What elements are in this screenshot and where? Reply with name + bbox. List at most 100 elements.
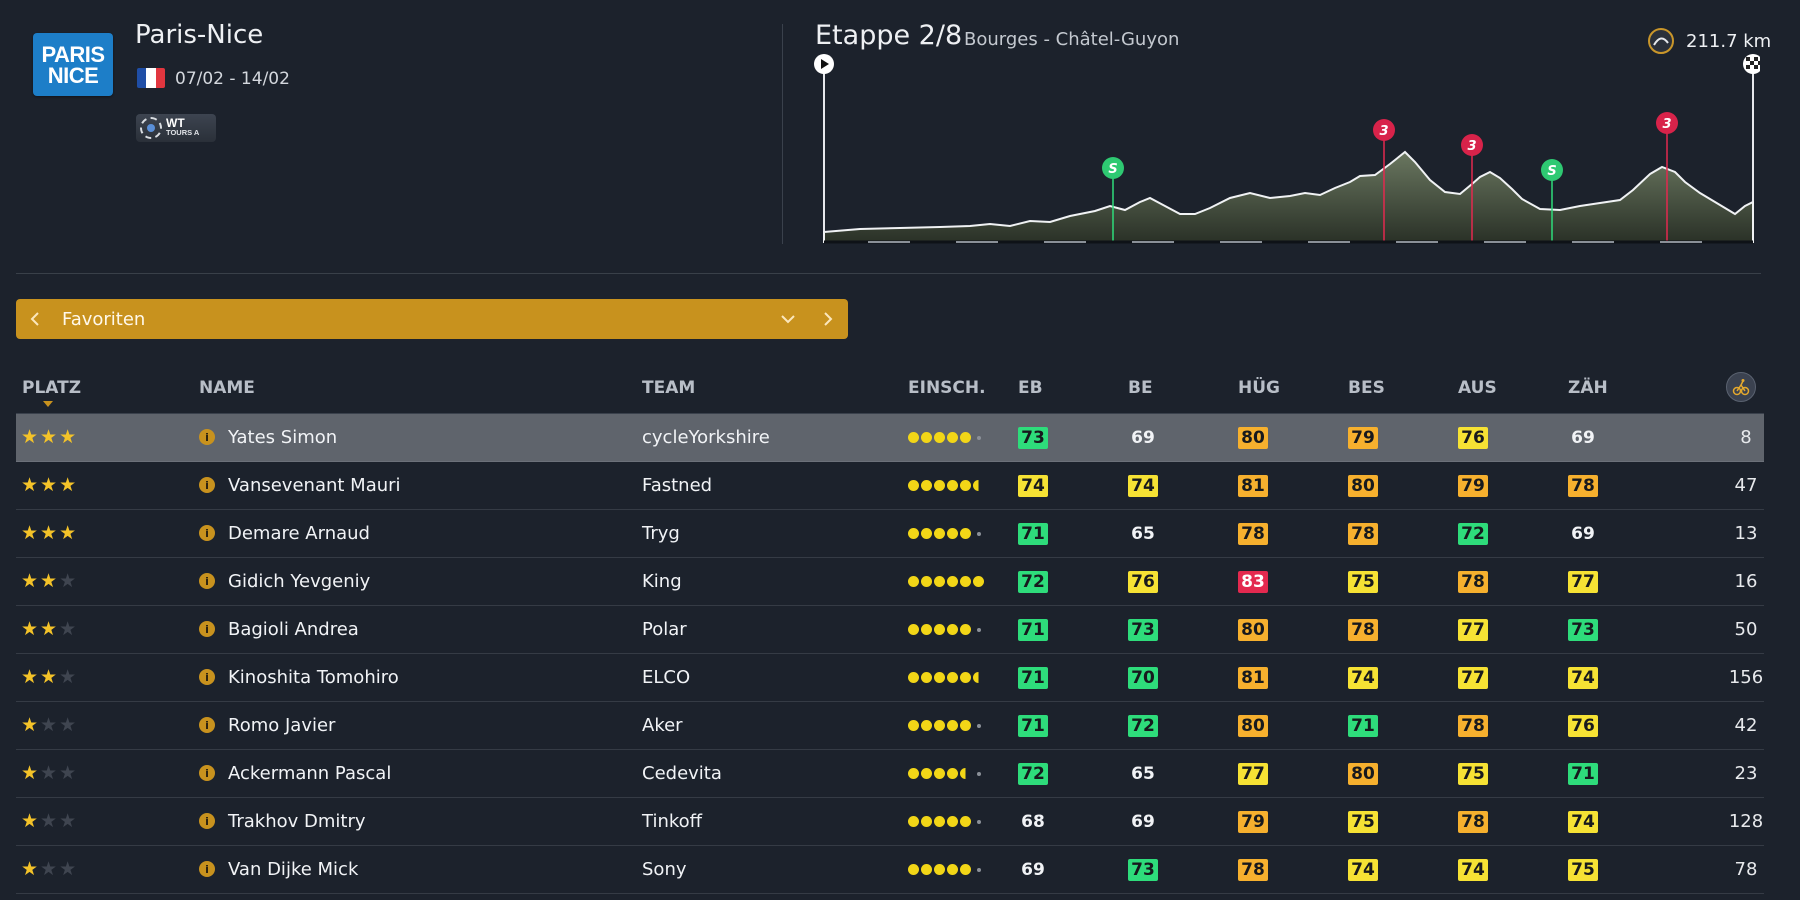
info-icon[interactable]: i: [199, 573, 215, 589]
group-dropdown-button[interactable]: [768, 299, 808, 339]
rider-rank: 47: [1734, 475, 1758, 496]
table-row[interactable]: ★ ★ ★ i Gidich Yevgeniy King 72 76 83 75 78 77 16: [16, 558, 1764, 606]
attribute-be: 65: [1131, 764, 1155, 784]
rating-stars: ★ ★ ★: [21, 798, 76, 845]
rider-name[interactable]: Romo Javier: [228, 715, 336, 736]
table-row[interactable]: ★ ★ ★ i Vansevenant Mauri Fastned 74 74 81 80 79 78…: [16, 462, 1764, 510]
rider-name[interactable]: Kinoshita Tomohiro: [228, 667, 399, 688]
previous-group-button[interactable]: [16, 299, 54, 339]
info-icon[interactable]: i: [199, 525, 215, 541]
rider-group-selector[interactable]: Favoriten: [16, 299, 848, 339]
info-icon[interactable]: i: [199, 813, 215, 829]
table-row[interactable]: ★ ★ ★ i Yates Simon cycleYorkshire 73 69 80 79 76 6…: [16, 414, 1764, 462]
table-row[interactable]: ★ ★ ★ i Romo Javier Aker 71 72 80 71 78 76 42: [16, 702, 1764, 750]
table-row[interactable]: ★ ★ ★ i Bagioli Andrea Polar 71 73 80 78 77 73 50: [16, 606, 1764, 654]
next-group-button[interactable]: [808, 299, 848, 339]
info-icon[interactable]: i: [199, 669, 215, 685]
stage-profile-chart[interactable]: S 3 3 S 3: [800, 50, 1760, 250]
table-row[interactable]: ★ ★ ★ i Ackermann Pascal Cedevita 72 65 77 80 75 71…: [16, 750, 1764, 798]
rating-stars: ★ ★ ★: [21, 654, 76, 701]
info-icon[interactable]: i: [199, 621, 215, 637]
attribute-be: 76: [1128, 571, 1158, 593]
attribute-bes: 71: [1348, 715, 1378, 737]
rider-name[interactable]: Ackermann Pascal: [228, 763, 392, 784]
rider-rank: 16: [1734, 571, 1758, 592]
climb-marker[interactable]: 3: [1373, 119, 1395, 141]
rider-name[interactable]: Gidich Yevgeniy: [228, 571, 371, 592]
elevation-profile: [823, 150, 1754, 243]
attribute-bes: 74: [1348, 667, 1378, 689]
rider-name[interactable]: Bagioli Andrea: [228, 619, 359, 640]
rider-team: Cedevita: [642, 763, 722, 784]
form-dot-icon: [921, 672, 932, 683]
info-icon[interactable]: i: [199, 477, 215, 493]
distance-icon: [1648, 28, 1674, 54]
rider-name[interactable]: Van Dijke Mick: [228, 859, 359, 880]
table-row[interactable]: ★ ★ ★ i Kinoshita Tomohiro ELCO 71 70 81 74 77 74 15…: [16, 654, 1764, 702]
sprint-marker[interactable]: S: [1102, 157, 1124, 179]
rider-name[interactable]: Trakhov Dmitry: [228, 811, 366, 832]
svg-text:3: 3: [1467, 139, 1476, 154]
cyclist-rank-column-icon[interactable]: [1726, 372, 1756, 402]
climb-marker[interactable]: 3: [1461, 134, 1483, 156]
rating-stars: ★ ★ ★: [21, 750, 76, 797]
rider-rank: 128: [1728, 811, 1764, 832]
column-header-zah[interactable]: ZÄH: [1568, 378, 1608, 398]
rider-name[interactable]: Demare Arnaud: [228, 523, 370, 544]
form-rating: [908, 510, 981, 557]
star-icon: ★: [21, 714, 39, 736]
rider-team: Tryg: [642, 523, 680, 544]
column-header-team[interactable]: TEAM: [642, 378, 696, 398]
column-header-eb[interactable]: EB: [1018, 378, 1043, 398]
attribute-aus: 74: [1458, 859, 1488, 881]
form-empty-dot-icon: [977, 819, 981, 824]
info-icon[interactable]: i: [199, 861, 215, 877]
form-rating: [908, 654, 984, 701]
table-row[interactable]: ★ ★ ★ i Van Dijke Mick Sony 69 73 78 74 74 75 78: [16, 846, 1764, 894]
attribute-eb: 74: [1018, 475, 1048, 497]
info-icon[interactable]: i: [199, 717, 215, 733]
column-header-bes[interactable]: BES: [1348, 378, 1385, 398]
attribute-aus: 78: [1458, 811, 1488, 833]
selector-label[interactable]: Favoriten: [62, 308, 146, 330]
form-dot-icon: [934, 816, 945, 827]
attribute-bes: 78: [1348, 619, 1378, 641]
attribute-hug: 77: [1238, 763, 1268, 785]
column-header-einsch[interactable]: EINSCH.: [908, 378, 986, 398]
column-header-be[interactable]: BE: [1128, 378, 1153, 398]
attribute-bes: 79: [1348, 427, 1378, 449]
star-icon: ★: [21, 570, 39, 592]
rating-stars: ★ ★ ★: [21, 462, 76, 509]
column-header-aus[interactable]: AUS: [1458, 378, 1497, 398]
climb-marker[interactable]: 3: [1656, 112, 1678, 134]
info-icon[interactable]: i: [199, 429, 215, 445]
star-icon: ★: [40, 810, 58, 832]
star-icon: ★: [21, 474, 39, 496]
attribute-hug: 81: [1238, 475, 1268, 497]
form-dot-icon: [908, 528, 919, 539]
rating-stars: ★ ★ ★: [21, 558, 76, 605]
column-header-name[interactable]: NAME: [199, 378, 255, 398]
rider-team: Fastned: [642, 475, 713, 496]
info-icon[interactable]: i: [199, 765, 215, 781]
rider-name[interactable]: Yates Simon: [228, 427, 338, 448]
rider-name[interactable]: Vansevenant Mauri: [228, 475, 401, 496]
form-dot-icon: [908, 576, 919, 587]
form-dot-icon: [960, 624, 971, 635]
form-rating: [908, 798, 981, 845]
form-dot-icon: [921, 576, 932, 587]
form-rating: [908, 414, 981, 461]
table-row[interactable]: ★ ★ ★ i Demare Arnaud Tryg 71 65 78 78 72 69 13: [16, 510, 1764, 558]
column-header-platz[interactable]: PLATZ: [22, 378, 82, 398]
form-dot-icon: [960, 528, 971, 539]
table-header: PLATZ NAME TEAM EINSCH. EB BE HÜG BES AU…: [16, 370, 1764, 414]
form-dot-icon: [934, 720, 945, 731]
column-header-hug[interactable]: HÜG: [1238, 378, 1280, 398]
rider-rank: 23: [1734, 763, 1758, 784]
form-dot-icon: [947, 528, 958, 539]
attribute-hug: 81: [1238, 667, 1268, 689]
sprint-marker[interactable]: S: [1541, 159, 1563, 181]
star-icon: ★: [59, 762, 77, 784]
race-dates: 07/02 - 14/02: [175, 69, 290, 89]
table-row[interactable]: ★ ★ ★ i Trakhov Dmitry Tinkoff 68 69 79 75 78 74 128: [16, 798, 1764, 846]
